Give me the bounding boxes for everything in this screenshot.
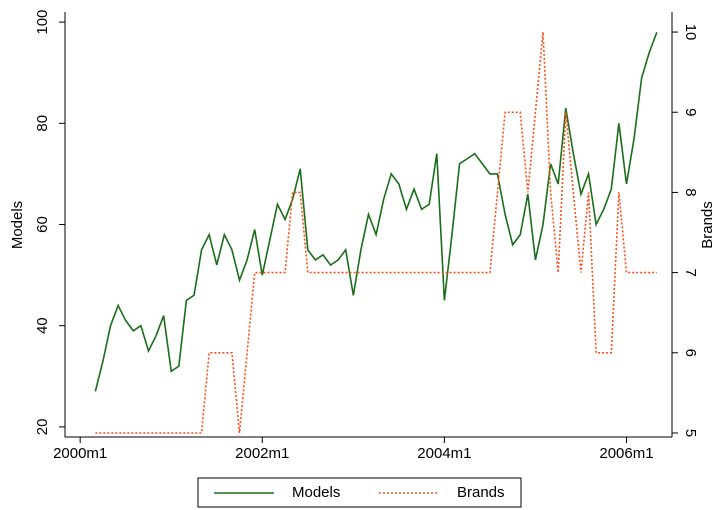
legend-label: Brands [457,484,505,501]
y-tick-label: 80 [34,115,51,132]
x-tick-label: 2002m1 [235,445,289,462]
y2-axis-title: Brands [699,201,716,249]
y2-tick-label: 6 [682,349,699,357]
series-line [95,31,657,434]
x-tick-label: 2000m1 [53,445,107,462]
x-tick-label: 2004m1 [417,445,471,462]
y2-tick-label: 8 [682,188,699,196]
y2-tick-label: 9 [682,108,699,116]
y-tick-label: 40 [34,317,51,334]
y-tick-label: 60 [34,216,51,233]
y2-tick-label: 10 [682,24,699,41]
legend-box [197,477,522,508]
x-tick-label: 2006m1 [599,445,653,462]
y2-tick-label: 5 [682,429,699,437]
y-tick-label: 100 [34,10,51,35]
series-line [94,31,658,392]
y2-tick-label: 7 [682,268,699,276]
y-tick-label: 20 [34,419,51,436]
legend-label: Models [292,484,340,501]
y-axis-title: Models [9,201,26,249]
